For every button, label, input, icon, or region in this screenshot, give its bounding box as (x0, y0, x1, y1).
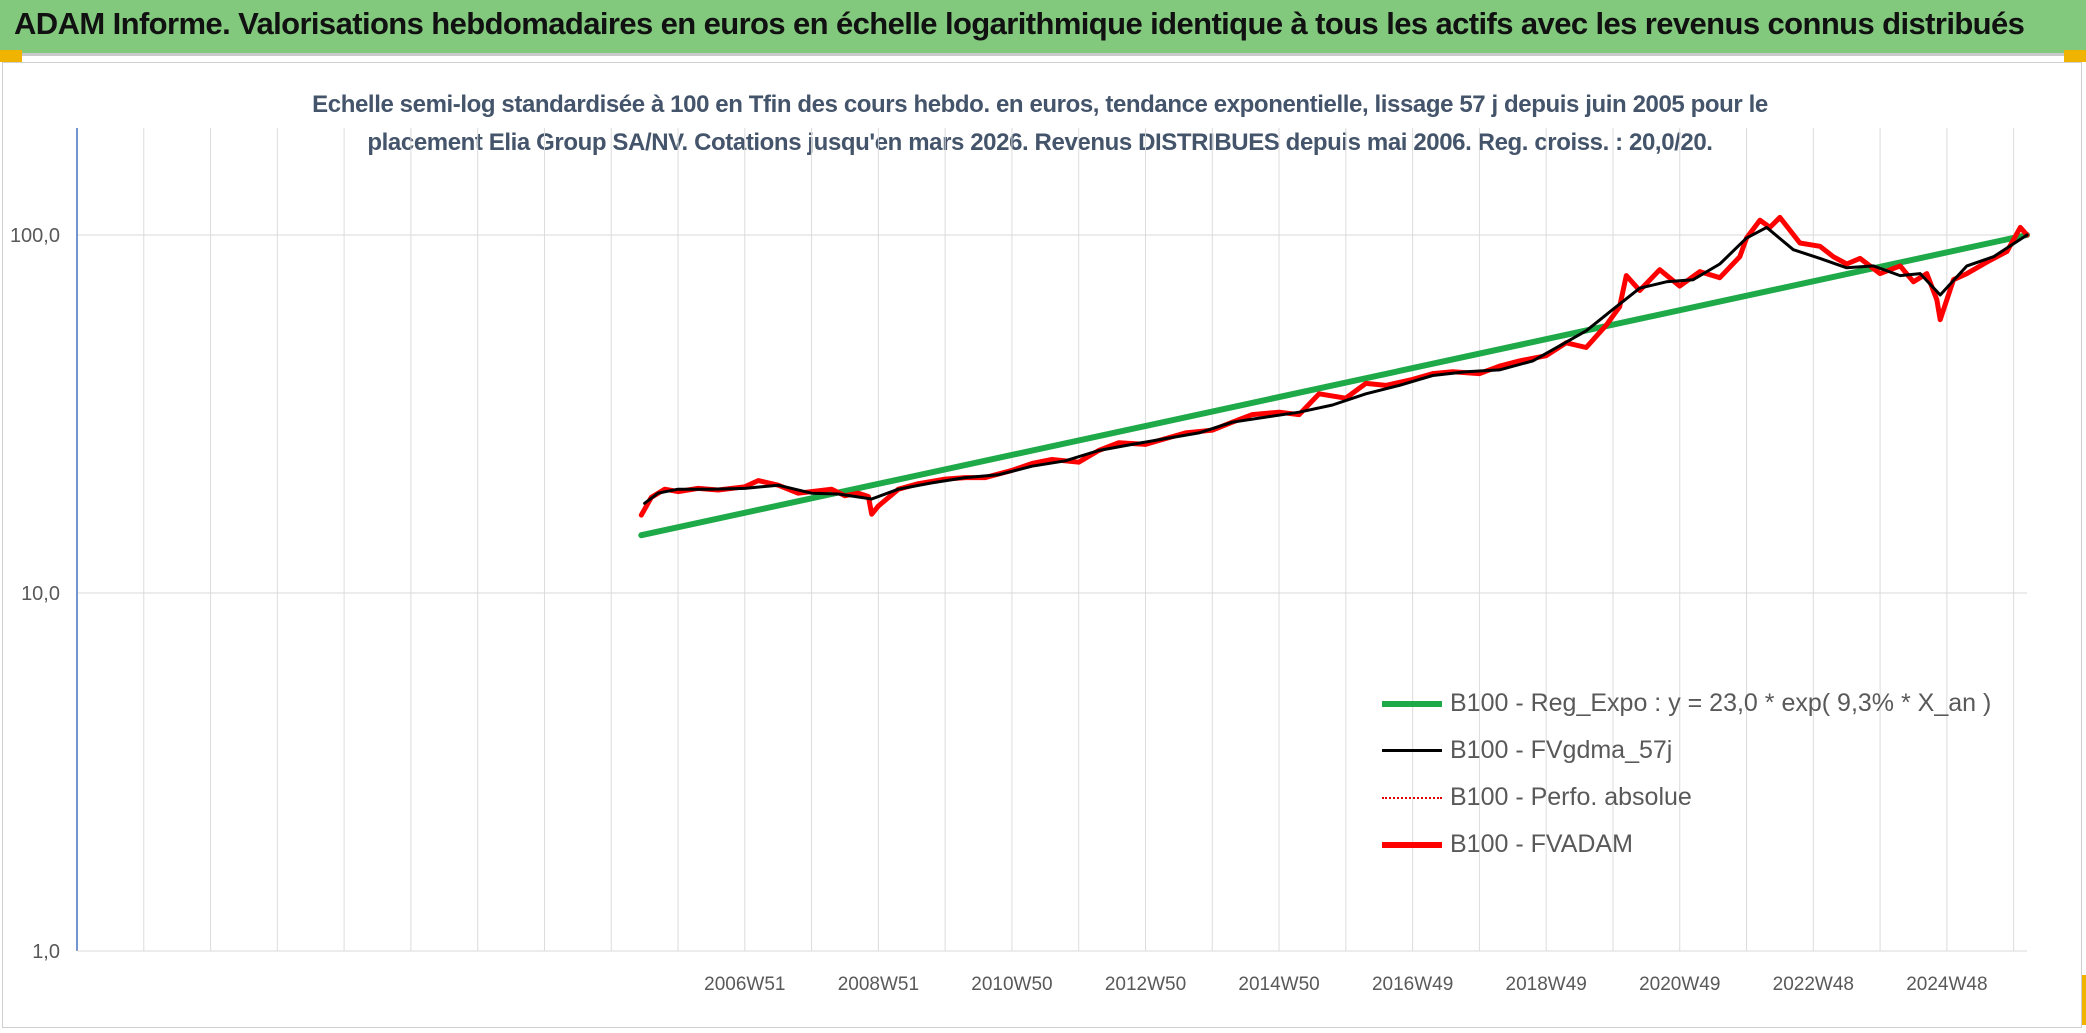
legend-item-fvadam: B100 - FVADAM (1382, 821, 1991, 868)
x-tick-label: 2008W51 (838, 974, 919, 995)
legend-label-fvadam: B100 - FVADAM (1450, 830, 1633, 858)
x-tick-label: 2022W48 (1773, 974, 1854, 995)
vertical-gridlines (143, 128, 2015, 951)
legend-item-perfo: B100 - Perfo. absolue (1382, 774, 1991, 821)
series-fvadam-line (638, 214, 2030, 518)
corner-marker-top-right (2064, 50, 2086, 62)
legend-swatch-fvadam (1382, 841, 1442, 848)
legend-label-perfo: B100 - Perfo. absolue (1450, 783, 1692, 811)
x-tick-label: 2018W49 (1506, 974, 1587, 995)
legend-label-regression: B100 - Reg_Expo : y = 23,0 * exp( 9,3% *… (1450, 689, 1992, 717)
report-title: ADAM Informe. Valorisations hebdomadaire… (14, 6, 2025, 41)
legend-item-fvgdma: B100 - FVgdma_57j (1382, 727, 1991, 774)
x-tick-label: 2016W49 (1372, 974, 1453, 995)
y-tick-label: 10,0 (21, 583, 60, 605)
x-tick-label: 2012W50 (1105, 974, 1186, 995)
legend-swatch-perfo (1382, 796, 1442, 799)
chart-title-line-1: Echelle semi-log standardisée à 100 en T… (312, 91, 1768, 118)
x-tick-label: 2010W50 (971, 974, 1052, 995)
y-tick-label: 1,0 (32, 941, 60, 963)
report-banner: ADAM Informe. Valorisations hebdomadaire… (0, 0, 2086, 56)
chart-title-line-2: placement Elia Group SA/NV. Cotations ju… (367, 129, 1713, 156)
x-tick-label: 2020W49 (1639, 974, 1720, 995)
legend-swatch-fvgdma (1382, 749, 1442, 752)
chart-legend: B100 - Reg_Expo : y = 23,0 * exp( 9,3% *… (1382, 680, 1991, 868)
chart-title: Echelle semi-log standardisée à 100 en T… (250, 86, 1830, 162)
legend-label-fvgdma: B100 - FVgdma_57j (1450, 736, 1673, 764)
x-tick-label: 2024W48 (1906, 974, 1987, 995)
chart-frame (2, 62, 2082, 1028)
series-layer (638, 214, 2030, 539)
y-tick-label: 100,0 (10, 225, 60, 247)
series-regression-line (638, 232, 2030, 539)
x-tick-labels: 2006W51 2008W51 2010W50 2012W50 2014W50 2016W… (704, 974, 1987, 995)
y-tick-labels: 1,0 10,0 100,0 (10, 225, 60, 963)
series-fvgdma-line (643, 225, 2029, 505)
x-tick-label: 2006W51 (704, 974, 785, 995)
corner-marker-bottom-right (2081, 975, 2086, 1025)
x-tick-label: 2014W50 (1238, 974, 1319, 995)
corner-marker-top-left (0, 50, 22, 62)
legend-item-regression: B100 - Reg_Expo : y = 23,0 * exp( 9,3% *… (1382, 680, 1991, 727)
legend-swatch-regression (1382, 700, 1442, 707)
